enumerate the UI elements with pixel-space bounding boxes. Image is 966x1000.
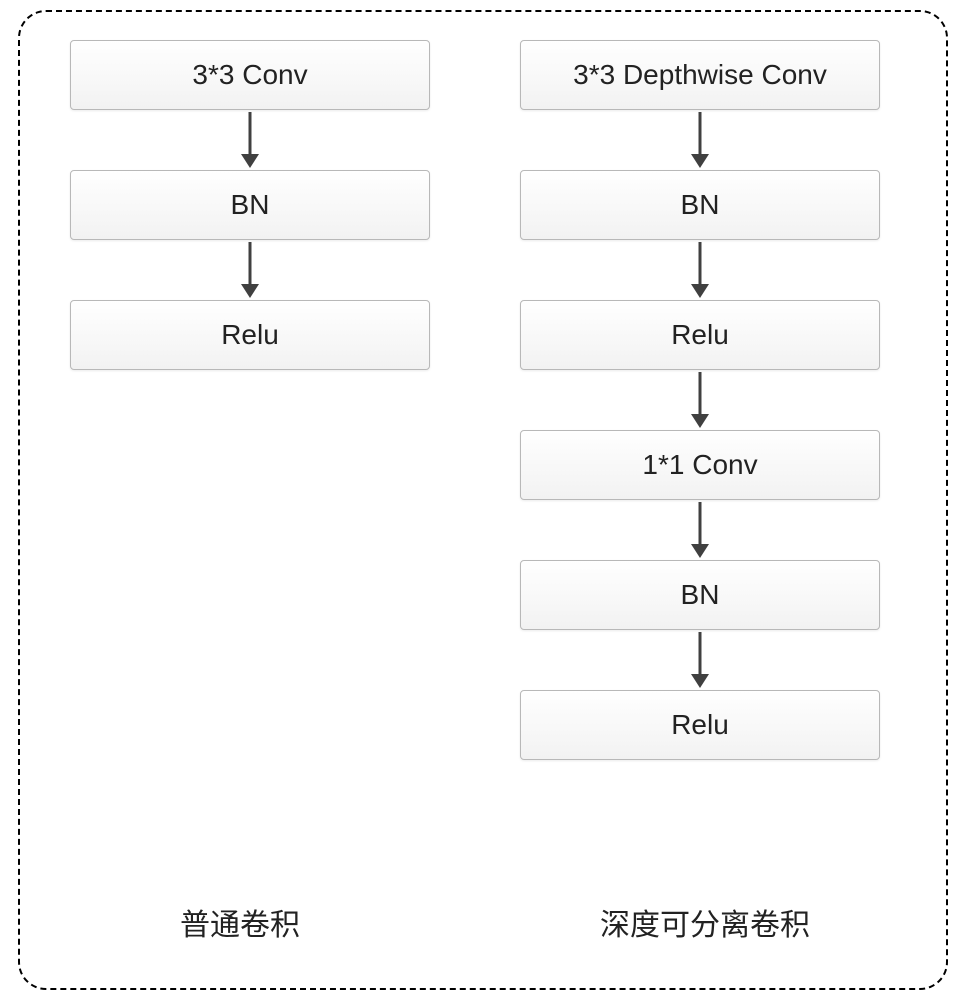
arrow-icon — [688, 630, 712, 690]
right-block-0-label: 3*3 Depthwise Conv — [573, 59, 827, 91]
left-caption: 普通卷积 — [180, 900, 300, 944]
left-block-1: BN — [70, 170, 430, 240]
right-column: 3*3 Depthwise Conv BN Relu 1*1 Conv BN R… — [520, 40, 880, 760]
arrow-icon — [688, 370, 712, 430]
right-block-5: Relu — [520, 690, 880, 760]
right-block-0: 3*3 Depthwise Conv — [520, 40, 880, 110]
right-caption: 深度可分离卷积 — [600, 900, 810, 944]
arrow-icon — [238, 240, 262, 300]
arrow-icon — [688, 110, 712, 170]
right-block-1-label: BN — [681, 189, 720, 221]
left-caption-text: 普通卷积 — [180, 909, 300, 942]
right-block-5-label: Relu — [671, 709, 729, 741]
right-block-2-label: Relu — [671, 319, 729, 351]
arrow-icon — [688, 240, 712, 300]
right-block-4-label: BN — [681, 579, 720, 611]
left-column: 3*3 Conv BN Relu — [70, 40, 430, 370]
right-block-3: 1*1 Conv — [520, 430, 880, 500]
right-caption-text: 深度可分离卷积 — [600, 909, 810, 942]
left-block-2: Relu — [70, 300, 430, 370]
arrow-icon — [238, 110, 262, 170]
left-block-0: 3*3 Conv — [70, 40, 430, 110]
left-block-2-label: Relu — [221, 319, 279, 351]
left-block-1-label: BN — [231, 189, 270, 221]
right-block-1: BN — [520, 170, 880, 240]
left-block-0-label: 3*3 Conv — [192, 59, 307, 91]
arrow-icon — [688, 500, 712, 560]
right-block-2: Relu — [520, 300, 880, 370]
right-block-4: BN — [520, 560, 880, 630]
right-block-3-label: 1*1 Conv — [642, 449, 757, 481]
